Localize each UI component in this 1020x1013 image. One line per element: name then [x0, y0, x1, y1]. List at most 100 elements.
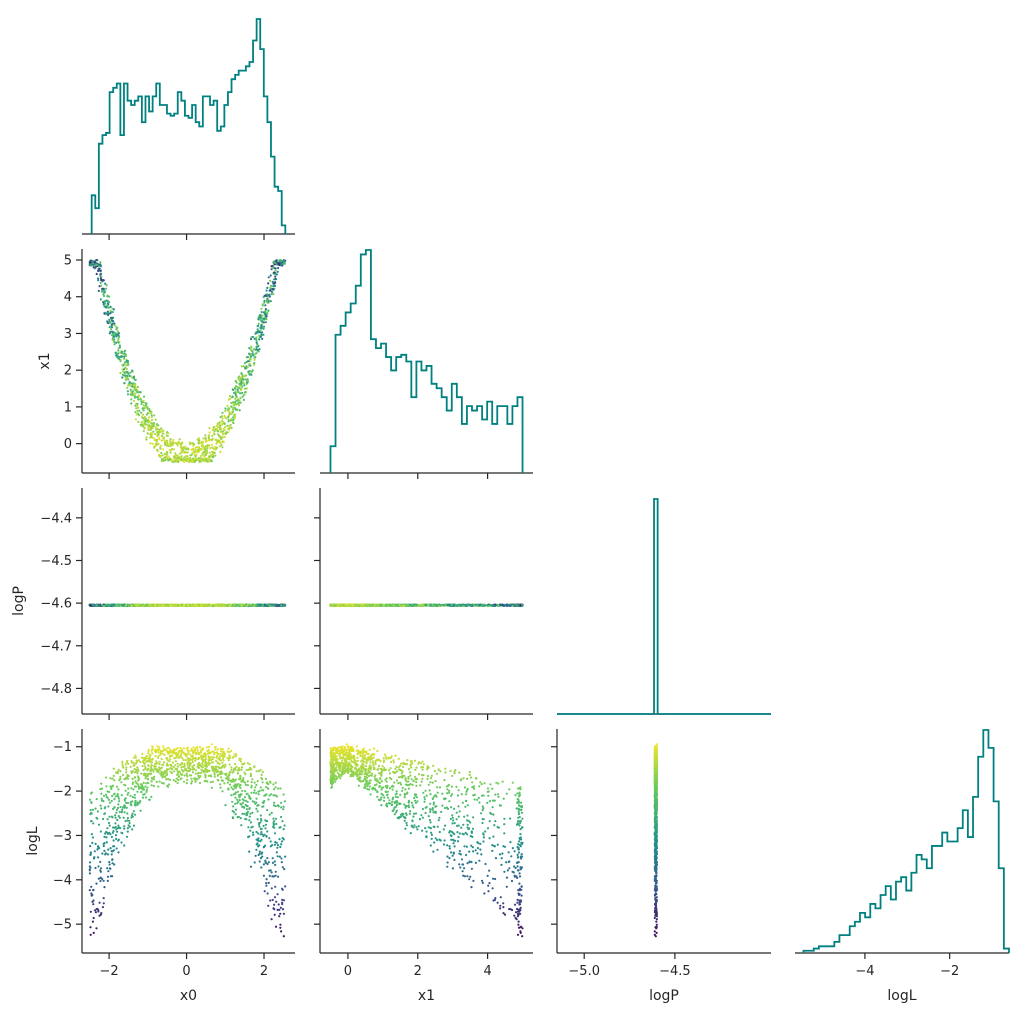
scatter-point	[204, 434, 207, 437]
scatter-point	[232, 421, 235, 425]
scatter-point	[230, 401, 233, 405]
scatter-point	[228, 427, 231, 430]
scatter-point	[207, 603, 210, 607]
scatter-point	[142, 760, 145, 763]
histogram-x1	[329, 249, 524, 473]
scatter-point	[238, 409, 241, 412]
scatter-point	[161, 436, 165, 439]
scatter-x1-logP	[329, 603, 524, 608]
scatter-point	[88, 861, 92, 864]
scatter-point	[461, 604, 464, 607]
scatter-point	[248, 353, 251, 356]
scatter-point	[144, 796, 147, 799]
scatter-point	[251, 335, 255, 339]
scatter-point	[134, 378, 137, 381]
scatter-point	[269, 279, 272, 282]
scatter-point	[247, 360, 250, 363]
scatter-point	[255, 336, 258, 339]
scatter-point	[224, 426, 227, 429]
scatter-point	[260, 307, 263, 310]
scatter-point	[215, 604, 218, 607]
scatter-point	[267, 904, 270, 907]
scatter-point	[186, 448, 189, 451]
scatter-point	[168, 439, 172, 443]
scatter-point	[268, 294, 271, 297]
scatter-point	[269, 840, 272, 843]
scatter-point	[159, 444, 162, 447]
scatter-point	[119, 777, 122, 781]
scatter-point	[117, 803, 120, 806]
scatter-point	[174, 454, 177, 457]
scatter-point	[165, 434, 168, 437]
scatter-point	[161, 604, 165, 607]
scatter-point	[240, 793, 243, 796]
scatter-point	[260, 773, 263, 777]
scatter-point	[180, 442, 183, 445]
scatter-point	[248, 347, 251, 350]
scatter-point	[121, 808, 124, 811]
scatter-point	[167, 432, 170, 435]
scatter-point	[115, 341, 118, 344]
scatter-point	[102, 879, 105, 882]
scatter-point	[246, 365, 249, 369]
scatter-point	[266, 286, 269, 289]
scatter-point	[212, 426, 215, 429]
scatter-point	[99, 270, 102, 273]
scatter-point	[264, 321, 268, 324]
scatter-point	[167, 455, 170, 458]
scatter-point	[123, 381, 126, 385]
scatter-point	[231, 809, 234, 813]
scatter-point	[181, 450, 184, 453]
scatter-point	[179, 444, 182, 447]
scatter-point	[95, 816, 98, 819]
scatter-point	[112, 308, 115, 311]
scatter-point	[137, 603, 141, 607]
scatter-point	[266, 809, 269, 812]
scatter-point	[215, 442, 218, 445]
scatter-point	[230, 411, 233, 414]
scatter-point	[127, 378, 130, 381]
scatter-point	[185, 755, 188, 758]
scatter-point	[276, 844, 279, 847]
scatter-point	[191, 603, 195, 606]
scatter-point	[106, 299, 109, 302]
scatter-point	[150, 431, 153, 434]
scatter-point	[131, 777, 134, 781]
scatter-point	[143, 788, 146, 791]
scatter-point	[487, 604, 490, 608]
scatter-point	[100, 272, 103, 275]
scatter-point	[221, 430, 225, 433]
scatter-point	[229, 397, 232, 400]
scatter-point	[127, 791, 130, 794]
scatter-point	[101, 906, 104, 909]
scatter-point	[188, 441, 191, 444]
scatter-point	[132, 382, 135, 385]
scatter-point	[106, 879, 109, 883]
scatter-point	[154, 432, 157, 436]
scatter-point	[150, 415, 153, 419]
scatter-point	[261, 314, 264, 317]
scatter-point	[210, 756, 213, 759]
scatter-point	[224, 804, 227, 807]
scatter-point	[159, 447, 162, 450]
scatter-point	[194, 604, 197, 607]
scatter-point	[243, 375, 246, 378]
scatter-point	[237, 404, 241, 407]
scatter-point	[186, 604, 189, 607]
scatter-point	[280, 801, 283, 804]
scatter-point	[89, 933, 92, 936]
scatter-point	[113, 779, 116, 782]
scatter-point	[90, 892, 93, 895]
scatter-point	[272, 266, 275, 269]
scatter-point	[221, 417, 224, 420]
scatter-point	[209, 459, 212, 463]
scatter-point	[444, 603, 447, 606]
scatter-point	[283, 824, 286, 827]
scatter-point	[219, 428, 222, 431]
scatter-point	[165, 764, 168, 767]
scatter-point	[148, 420, 151, 423]
scatter-point	[503, 604, 506, 607]
scatter-point	[215, 765, 218, 769]
scatter-point	[107, 870, 110, 873]
scatter-point	[243, 362, 246, 365]
